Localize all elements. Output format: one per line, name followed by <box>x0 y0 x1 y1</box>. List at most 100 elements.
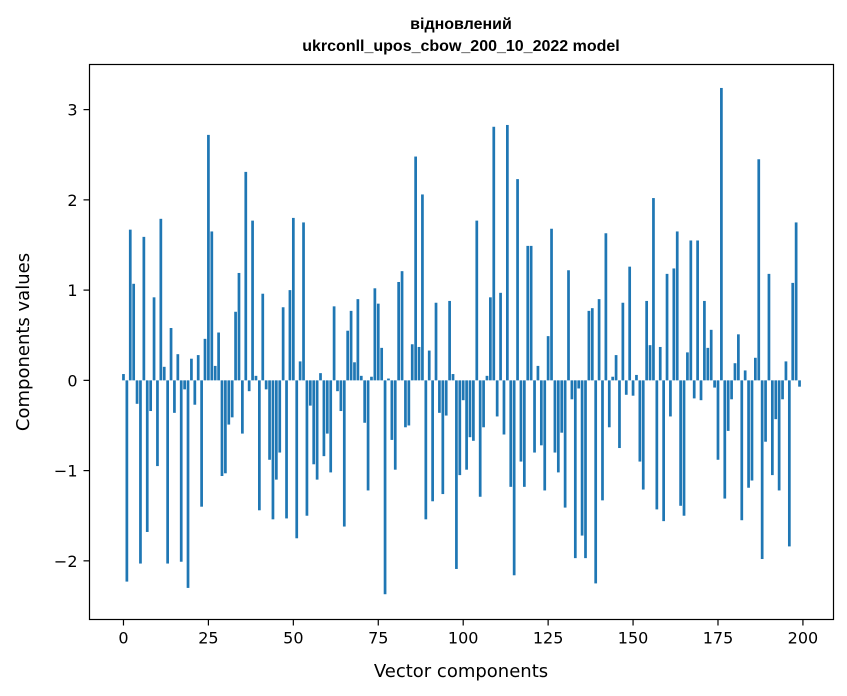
bar-30 <box>224 380 227 474</box>
bar-141 <box>601 380 604 501</box>
bar-150 <box>631 380 635 396</box>
x-tick-label: 150 <box>618 629 649 648</box>
bar-178 <box>726 380 730 431</box>
bar-168 <box>692 380 696 399</box>
bar-66 <box>346 330 350 381</box>
bar-6 <box>142 236 146 381</box>
y-axis-ticks: −2 −1 0 1 2 3 <box>54 101 90 571</box>
bar-24 <box>203 338 207 381</box>
bar-8 <box>149 380 153 412</box>
bar-164 <box>679 380 682 506</box>
x-axis-ticks: 0 25 50 75 100 125 150 175 200 <box>118 619 818 648</box>
y-tick-label: 3 <box>67 101 77 120</box>
bar-22 <box>196 355 200 381</box>
bar-55 <box>308 380 312 406</box>
bar-60 <box>325 380 329 434</box>
bar-106 <box>482 380 485 428</box>
bar-83 <box>404 380 407 428</box>
bar-21 <box>193 380 197 405</box>
bar-179 <box>730 380 733 400</box>
bar-109 <box>492 126 496 381</box>
bar-23 <box>200 380 203 507</box>
bar-134 <box>577 380 581 389</box>
x-tick-label: 50 <box>283 629 303 648</box>
bar-97 <box>451 374 455 381</box>
bar-1 <box>125 380 129 582</box>
bar-146 <box>618 380 621 449</box>
bar-138 <box>590 308 594 381</box>
bar-112 <box>502 380 506 435</box>
bar-11 <box>159 218 163 381</box>
bar-129 <box>560 380 564 433</box>
bar-0 <box>122 374 125 381</box>
bar-34 <box>237 272 241 381</box>
bar-39 <box>254 375 258 381</box>
bar-68 <box>353 362 356 381</box>
chart-title-line1: відновлений <box>410 16 512 33</box>
bar-72 <box>366 380 370 491</box>
bar-169 <box>696 240 699 381</box>
y-tick-label: 2 <box>67 191 77 210</box>
bar-36 <box>244 171 248 381</box>
bar-175 <box>716 380 720 460</box>
bar-29 <box>220 380 224 477</box>
bar-38 <box>251 220 254 381</box>
bar-115 <box>512 380 516 576</box>
bar-195 <box>784 361 788 381</box>
bar-10 <box>156 380 159 467</box>
bar-16 <box>176 354 180 381</box>
bar-126 <box>550 228 553 381</box>
bar-43 <box>268 380 271 460</box>
bar-191 <box>770 380 774 476</box>
bar-143 <box>607 380 611 428</box>
x-tick-label: 75 <box>368 629 388 648</box>
bar-40 <box>258 380 261 511</box>
bar-42 <box>264 380 268 390</box>
bar-135 <box>580 380 584 536</box>
bar-47 <box>281 307 285 381</box>
bar-9 <box>152 297 156 381</box>
bar-93 <box>438 380 441 413</box>
bar-59 <box>322 380 326 457</box>
bar-159 <box>662 380 665 522</box>
bar-54 <box>305 380 309 516</box>
bar-122 <box>536 365 540 381</box>
bar-7 <box>145 380 149 532</box>
bar-160 <box>665 273 669 381</box>
bar-103 <box>472 380 475 441</box>
bar-102 <box>468 380 472 438</box>
bar-127 <box>553 380 557 453</box>
y-tick-label: −1 <box>54 462 78 481</box>
bar-17 <box>179 380 183 562</box>
bar-49 <box>288 290 292 381</box>
bar-153 <box>641 380 645 490</box>
bar-148 <box>624 380 628 395</box>
bar-105 <box>478 380 482 497</box>
y-tick-label: −2 <box>54 552 78 571</box>
bar-161 <box>669 380 672 417</box>
bar-156 <box>652 198 655 381</box>
bar-111 <box>499 292 502 381</box>
x-tick-label: 175 <box>703 629 734 648</box>
bar-50 <box>291 217 295 381</box>
bar-139 <box>594 380 598 584</box>
bar-136 <box>584 380 587 559</box>
bar-185 <box>750 380 754 481</box>
bar-19 <box>186 380 190 588</box>
bar-199 <box>798 380 801 387</box>
y-tick-label: 1 <box>67 281 77 300</box>
bar-74 <box>373 288 377 381</box>
bar-157 <box>655 380 659 510</box>
bar-192 <box>774 380 778 420</box>
x-tick-label: 25 <box>198 629 218 648</box>
bar-104 <box>475 220 479 381</box>
bar-65 <box>342 380 346 527</box>
bar-76 <box>380 347 384 381</box>
bar-27 <box>213 365 217 381</box>
bar-196 <box>787 380 791 547</box>
bar-58 <box>319 373 322 381</box>
bar-145 <box>614 355 618 381</box>
x-axis-label: Vector components <box>374 661 548 682</box>
bar-37 <box>247 380 251 392</box>
bar-33 <box>234 311 237 381</box>
